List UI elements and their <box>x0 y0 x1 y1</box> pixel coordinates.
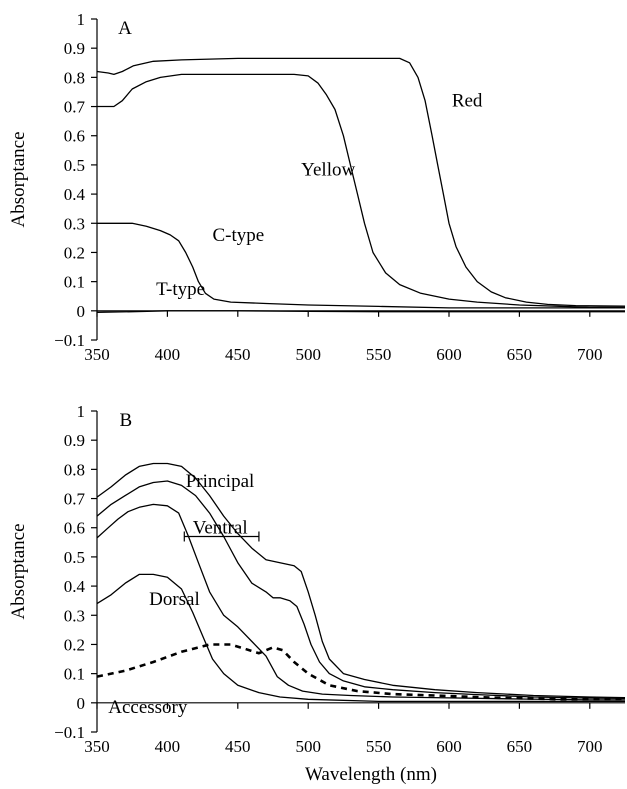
y-tick-label: 0.7 <box>64 490 86 509</box>
x-tick-label: 550 <box>366 737 392 756</box>
series-line-ventral <box>96 480 626 700</box>
series-label: Principal <box>186 471 255 492</box>
y-tick-label: 0.9 <box>64 431 85 450</box>
x-tick-label: 500 <box>295 737 321 756</box>
x-tick-label: 700 <box>577 737 603 756</box>
y-tick-label: 1 <box>77 402 86 421</box>
series-label: T-type <box>156 279 205 300</box>
x-tick-label: 600 <box>436 737 462 756</box>
series-label: Red <box>452 91 483 112</box>
panel-label: A <box>118 18 132 39</box>
y-tick-label: 0.4 <box>64 185 86 204</box>
y-tick-label: 0.5 <box>64 548 85 567</box>
x-tick-label: 700 <box>577 345 603 364</box>
y-tick-label: 0 <box>77 694 86 713</box>
y-tick-label: 0.1 <box>64 665 85 684</box>
panel-a-chart: −0.1 0 0.1 0.2 0.3 0.4 0.5 0.6 0.7 0.8 0.9 1 350 400 4… <box>8 10 626 364</box>
panel-b-chart: −0.1 0 0.1 0.2 0.3 0.4 0.5 0.6 0.7 0.8 0.9 1 350 400 4… <box>8 402 626 785</box>
series-line-red <box>96 57 626 307</box>
y-tick-label: 0.8 <box>64 460 85 479</box>
y-tick-label: 0.4 <box>64 577 86 596</box>
x-tick-label: 450 <box>225 737 251 756</box>
y-tick-label: 0.5 <box>64 156 85 175</box>
x-tick-label: 600 <box>436 345 462 364</box>
x-tick-label: 550 <box>366 345 392 364</box>
x-tick-label: 400 <box>155 345 181 364</box>
series-line-c-type <box>97 222 625 309</box>
series-line-principal <box>96 462 626 699</box>
y-tick-label: 0 <box>77 302 86 321</box>
x-tick-label: 450 <box>225 345 251 364</box>
x-tick-label: 400 <box>155 737 181 756</box>
series-line-accessory <box>96 573 625 703</box>
y-axis-title: Absorptance <box>8 523 29 619</box>
y-tick-label: 0.3 <box>64 214 85 233</box>
panel-label: B <box>120 410 133 431</box>
y-tick-label: −0.1 <box>54 723 85 742</box>
x-tick-label: 650 <box>507 345 533 364</box>
x-tick-label: 350 <box>84 737 110 756</box>
series-line-yellow <box>97 73 625 308</box>
series-label: C-type <box>212 225 264 246</box>
x-tick-label: 650 <box>507 737 533 756</box>
series-line-dorsal <box>96 503 625 701</box>
series-line-t-type <box>96 310 625 313</box>
y-tick-label: 0.3 <box>64 606 85 625</box>
series-label: Accessory <box>108 697 188 718</box>
y-tick-label: 0.1 <box>64 273 85 292</box>
series-label: Yellow <box>301 159 355 180</box>
series-label: Dorsal <box>149 589 200 610</box>
y-tick-label: 0.8 <box>64 68 85 87</box>
y-tick-label: 1 <box>77 10 86 29</box>
y-tick-label: 0.6 <box>64 519 85 538</box>
y-tick-label: 0.2 <box>64 243 85 262</box>
series-label: Ventral <box>193 518 248 539</box>
y-tick-label: −0.1 <box>54 331 85 350</box>
y-tick-label: 0.9 <box>64 39 85 58</box>
y-axis-title: Absorptance <box>8 131 29 227</box>
x-axis-title: Wavelength (nm) <box>305 764 437 785</box>
y-tick-label: 0.2 <box>64 635 85 654</box>
x-tick-label: 500 <box>295 345 321 364</box>
x-tick-label: 350 <box>84 345 110 364</box>
y-tick-label: 0.6 <box>64 127 85 146</box>
y-tick-label: 0.7 <box>64 98 86 117</box>
series-line-dashed <box>96 643 625 701</box>
